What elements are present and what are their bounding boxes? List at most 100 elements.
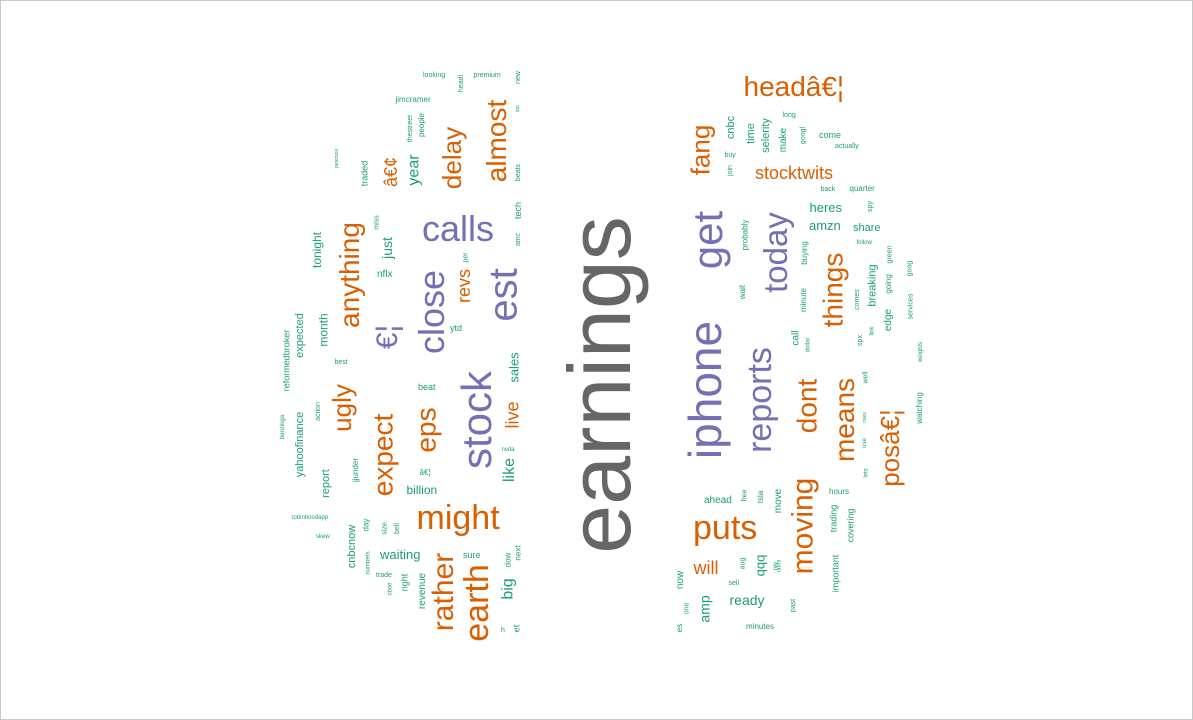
- word-beat: beat: [418, 381, 436, 392]
- word-jimcramer: jimcramer: [395, 95, 431, 104]
- word-reports: reports: [740, 347, 779, 453]
- word-miss: miss: [373, 214, 381, 230]
- word-nvda: nvda: [501, 447, 515, 453]
- word-head-ellipsis: headâ€¦: [743, 71, 845, 102]
- word-expect: expect: [366, 413, 398, 497]
- word-h: h: [501, 626, 505, 634]
- word-close: close: [411, 269, 453, 355]
- word-covering: covering: [845, 507, 856, 543]
- word-aug: aug: [739, 557, 747, 569]
- word-expected: expected: [293, 312, 306, 358]
- word-free: free: [741, 488, 749, 502]
- word-now: now: [675, 570, 687, 590]
- word-green: green: [886, 245, 894, 263]
- word-rev: rev: [773, 561, 780, 571]
- word-cnbcnow: cnbcnow: [345, 524, 358, 568]
- word-revenue: revenue: [417, 572, 429, 610]
- word-ready: ready: [729, 592, 765, 608]
- word-wait: wait: [738, 284, 748, 300]
- word-quarter: quarter: [849, 184, 875, 193]
- word-make: make: [778, 127, 790, 153]
- word-back: back: [820, 185, 836, 193]
- word-one: one: [683, 602, 691, 614]
- word-goog: goog: [906, 260, 914, 276]
- word-amzn: amzn: [809, 217, 841, 233]
- word-buy: buy: [724, 151, 736, 159]
- word-important: important: [830, 554, 841, 592]
- word-bell: bell: [393, 522, 401, 534]
- word-revs: revs: [454, 268, 475, 304]
- word-stock: stock: [453, 370, 501, 470]
- word-just: just: [378, 237, 395, 259]
- word-reformedbroker: reformedbroker: [281, 329, 292, 391]
- word-comes: comes: [853, 288, 861, 310]
- word-per: per: [462, 251, 470, 263]
- word-euro-ellipsis: €¦: [371, 324, 405, 350]
- word-services: services: [907, 293, 915, 319]
- word-ellipsis-mojibake: â€¦: [419, 468, 431, 477]
- word-probably: probably: [739, 219, 749, 251]
- word-going: going: [883, 274, 893, 294]
- word-amp: amp: [696, 595, 713, 623]
- word-looking: looking: [423, 71, 446, 79]
- word-today: today: [756, 211, 794, 293]
- word-nflx: nflx: [377, 269, 393, 280]
- word-next: next: [513, 545, 523, 561]
- word-big: big: [499, 578, 517, 600]
- word-spy: spy: [866, 200, 874, 212]
- word-right: right: [399, 573, 410, 591]
- word-cnbc: cnbc: [724, 115, 737, 139]
- word-long: long: [782, 111, 796, 119]
- word-earth: earth: [457, 564, 496, 642]
- word-est: est: [481, 268, 526, 322]
- word-size: size: [381, 521, 389, 535]
- word-fang: fang: [684, 124, 715, 176]
- word-traded: traded: [359, 160, 370, 186]
- word-move: move: [773, 488, 785, 514]
- word-minute: minute: [799, 287, 809, 313]
- word-breaking: breaking: [866, 263, 879, 307]
- word-watching: watching: [914, 392, 924, 424]
- word-billion: billion: [406, 483, 438, 497]
- word-et: et: [511, 624, 522, 632]
- word-delay: delay: [437, 126, 468, 190]
- word-puts: puts: [693, 509, 758, 547]
- word-time: time: [744, 122, 757, 144]
- word-headl: headl: [457, 74, 465, 92]
- word-trading: trading: [828, 504, 839, 532]
- word-iphone: iphone: [679, 320, 732, 460]
- word-anything: anything: [333, 222, 365, 328]
- word-edge: edge: [883, 308, 895, 332]
- word-dont: dont: [790, 378, 822, 434]
- word-sell: sell: [728, 579, 740, 587]
- word-robinhoodapp: robinhoodapp: [291, 515, 329, 521]
- word-sure: sure: [463, 549, 481, 560]
- word-lets: lets: [863, 468, 870, 478]
- word-come: come: [819, 129, 842, 140]
- word-ytd: ytd: [450, 322, 463, 333]
- word-call: call: [790, 330, 802, 346]
- word-jjunder: jjunder: [351, 457, 361, 483]
- word-action: action: [314, 401, 322, 421]
- word-stocktwits: stocktwits: [755, 163, 834, 183]
- word-petersos: petersos: [333, 148, 340, 168]
- word-googl: googl: [799, 126, 807, 144]
- word-join: join: [726, 164, 734, 176]
- word-will: will: [693, 558, 719, 578]
- word-premium: premium: [473, 71, 501, 79]
- word-month: month: [316, 313, 331, 347]
- word-eps: eps: [410, 407, 442, 453]
- word-live: live: [502, 401, 523, 429]
- word-actually: actually: [835, 142, 859, 150]
- word-tech: tech: [512, 201, 523, 219]
- word-ipo: ipo: [514, 104, 521, 112]
- word-cboe: cboe: [387, 582, 394, 596]
- word-buying: buying: [799, 241, 809, 265]
- word-dow: dow: [502, 552, 512, 568]
- word-things: things: [816, 252, 848, 328]
- word-dollar: dollar: [804, 337, 811, 353]
- word-like: like: [501, 457, 519, 483]
- word-moving: moving: [785, 477, 819, 575]
- word-amc: amc: [514, 232, 522, 246]
